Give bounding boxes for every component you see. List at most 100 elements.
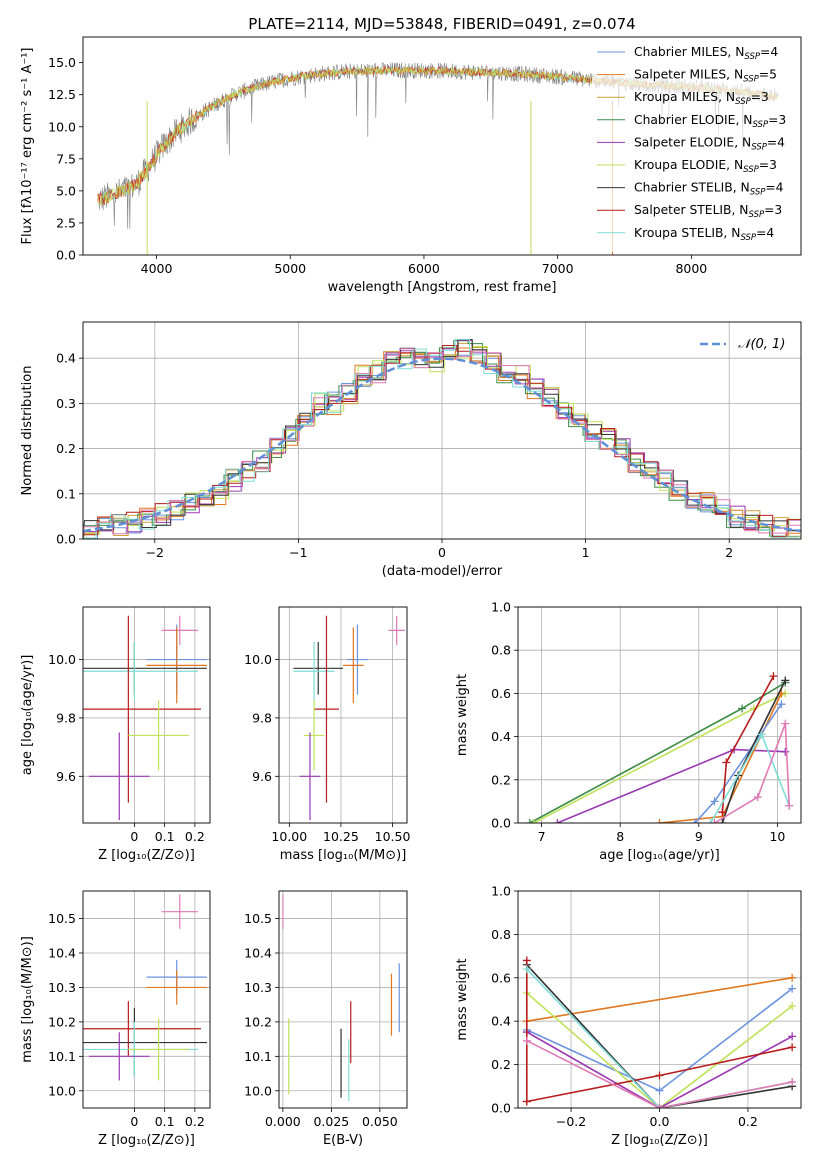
legend-entry-salpeter_elodie: Salpeter ELODIE, NSSP=4 (634, 135, 785, 152)
x-axis-label: E(B-V) (323, 1133, 363, 1148)
plot-area (293, 615, 405, 821)
errorbar-point-salpeter_stelib (83, 615, 201, 803)
legend-subscript: SSP (751, 142, 767, 152)
y-tick-label: 10.0 (48, 119, 76, 134)
mass-weight-marker-chabrier_miles (788, 984, 797, 993)
x-axis-label: age [log₁₀(age/yr)] (599, 848, 720, 863)
x-tick-label: 0.025 (313, 1114, 349, 1129)
y-tick-label: 1.0 (491, 600, 511, 615)
y-tick-label: 10.5 (244, 911, 272, 926)
panel-mass_weight_vs_Z: −0.2 0.0 0.2 0.0 0.2 0.4 0.6 0.8 1.0 Z [log₁₀(Z/Z… (455, 884, 802, 1148)
y-tick-label: 0.3 (56, 396, 76, 411)
legend-value: =3 (768, 113, 786, 127)
mass-weight-marker-salpeter_stelib (722, 758, 731, 767)
mass-weight-marker-chabrier_miles (655, 1086, 664, 1095)
y-axis-label: mass weight (455, 674, 470, 756)
legend-subscript: SSP (735, 97, 751, 107)
x-tick-label: 9 (695, 829, 703, 844)
axes-frame (517, 606, 802, 824)
panel-residuals: −2 −1 0 1 2 0.0 0.1 0.2 0.3 0.4 (data-model)/error… (20, 321, 802, 579)
y-tick-label: 0.0 (491, 816, 511, 831)
mass-weight-marker-salpeter_stelib (788, 1043, 797, 1052)
panel-mass_vs_Z: 0 0.1 0.2 10.0 10.1 10.2 10.3 10.4 10.5 Z [log₁₀(… (20, 890, 211, 1148)
mass-weight-marker-salpeter_elodie (788, 1032, 797, 1041)
normal-curve (83, 357, 801, 533)
legend-subscript: SSP (749, 210, 765, 220)
x-tick-label: 0 (130, 1114, 138, 1129)
legend-subscript: SSP (743, 75, 759, 85)
y-axis-label: mass [log₁₀(M/M⊙)] (20, 936, 35, 1063)
y-tick-label: 2.5 (56, 215, 76, 230)
panel-mass_vs_ebv: 0.000 0.025 0.050 10.0 10.1 10.2 10.3 10.4 10.5 E… (244, 890, 408, 1148)
errorbar-point-chabrier_stelib (293, 642, 343, 695)
histogram-chabrier_elodie (83, 340, 799, 539)
legend-value: =4 (756, 226, 774, 240)
legend-entry-chabrier_miles: Chabrier MILES, NSSP=4 (634, 45, 778, 62)
x-axis-label: Z [log₁₀(Z/Z⊙)] (611, 1133, 708, 1148)
mass-weight-marker-pink (522, 1036, 531, 1045)
y-tick-label: 10.2 (48, 1014, 76, 1029)
y-tick-label: 0.0 (56, 532, 76, 547)
mass-weight-marker-chabrier_miles (690, 819, 699, 823)
errorbar-point-kroupa_elodie (128, 700, 189, 771)
mass-weight-marker-kroupa_stelib (706, 819, 715, 823)
x-tick-label: −0.2 (556, 1114, 586, 1129)
axes-frame (517, 890, 802, 1109)
errorbar-point-kroupa_stelib (293, 642, 335, 701)
y-tick-label: 0.4 (491, 1014, 511, 1029)
legend-entry-salpeter_miles: Salpeter MILES, NSSP=5 (634, 68, 777, 85)
y-tick-label: 12.5 (48, 87, 76, 102)
x-tick-label: 2 (725, 545, 733, 560)
mass-weight-marker-salpeter_stelib (718, 808, 727, 817)
mass-weight-marker-chabrier_miles (710, 797, 719, 806)
y-tick-label: 9.6 (56, 769, 76, 784)
y-tick-label: 9.8 (252, 710, 272, 725)
x-tick-label: −1 (289, 545, 307, 560)
legend-subscript: SSP (744, 52, 760, 62)
x-tick-label: 4000 (141, 261, 173, 276)
mass-weight-marker-chabrier_elodie (738, 704, 747, 713)
mass-weight-line-pink (526, 1039, 793, 1108)
x-tick-label: 10 (769, 829, 785, 844)
x-tick-label: 0.1 (155, 1114, 175, 1129)
y-tick-label: 10.0 (48, 1083, 76, 1098)
legend-box (592, 42, 798, 252)
y-tick-label: 10.3 (244, 980, 272, 995)
x-axis-label: Z [log₁₀(Z/Z⊙)] (98, 1133, 195, 1148)
legend-label: Chabrier MILES, N (634, 45, 744, 59)
x-tick-label: 10.00 (271, 829, 307, 844)
plot-area (83, 615, 207, 821)
errorbar-point-salpeter_stelib (83, 1001, 201, 1057)
legend-entry-kroupa_miles: Kroupa MILES, NSSP=3 (634, 90, 769, 107)
mass-weight-marker-salpeter_stelib (522, 956, 531, 965)
legend-value: =3 (751, 90, 769, 104)
plot-area (522, 956, 797, 1108)
panel-spectrum: 4000 5000 6000 7000 8000 0.0 2.5 5.0 7.5 10.0 12.5… (20, 15, 802, 295)
legend-subscript: SSP (750, 188, 766, 198)
mass-weight-line-chabrier_stelib (526, 964, 793, 1108)
errorbar-point-chabrier_miles (347, 624, 368, 695)
y-tick-label: 10.4 (244, 946, 272, 961)
legend-value: =4 (767, 135, 785, 149)
errorbar-point-salpeter_miles (343, 627, 364, 704)
legend-value: =3 (759, 158, 777, 172)
x-axis-label: (data-model)/error (382, 564, 503, 579)
axes-frame (278, 606, 408, 824)
legend-subscript: SSP (740, 233, 756, 243)
axes-frame (82, 36, 802, 256)
mass-weight-line-salpeter_miles (526, 977, 793, 1022)
y-tick-label: 0.0 (491, 1101, 511, 1116)
y-tick-label: 10.0 (48, 652, 76, 667)
mass-weight-marker-salpeter_stelib (769, 672, 778, 681)
plot-area (83, 894, 207, 1081)
y-tick-label: 9.8 (56, 710, 76, 725)
axes-frame (82, 606, 211, 824)
y-axis-label: Normed distribution (20, 366, 35, 496)
y-tick-label: 10.0 (244, 1083, 272, 1098)
errorbar-point-salpeter_stelib (314, 615, 339, 803)
chart-title: PLATE=2114, MJD=53848, FIBERID=0491, z=0… (248, 15, 635, 33)
errorbar-point-salpeter_elodie (89, 732, 150, 821)
errorbar-point-salpeter_miles (146, 970, 207, 1005)
